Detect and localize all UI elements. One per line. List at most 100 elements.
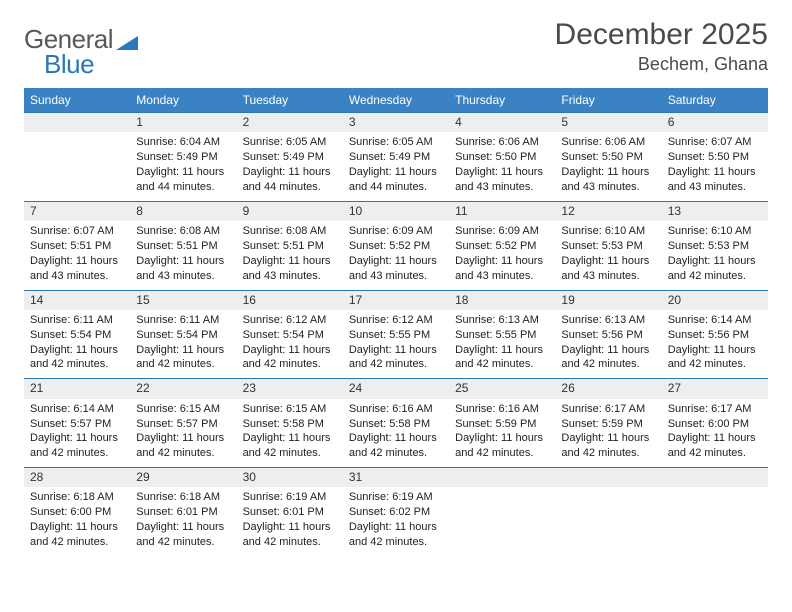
day-detail-line: Sunrise: 6:05 AM <box>243 135 337 150</box>
day-detail-line: Daylight: 11 hours and 43 minutes. <box>30 254 124 284</box>
day-detail-line: Sunrise: 6:09 AM <box>455 224 549 239</box>
day-detail-line: Sunset: 6:01 PM <box>243 505 337 520</box>
calendar-week-row: 1Sunrise: 6:04 AMSunset: 5:49 PMDaylight… <box>24 112 768 201</box>
day-body: Sunrise: 6:06 AMSunset: 5:50 PMDaylight:… <box>449 132 555 200</box>
day-detail-line: Sunrise: 6:06 AM <box>455 135 549 150</box>
day-detail-line: Sunrise: 6:19 AM <box>349 490 443 505</box>
calendar-day-cell: 2Sunrise: 6:05 AMSunset: 5:49 PMDaylight… <box>237 112 343 201</box>
day-detail-line: Sunset: 5:54 PM <box>30 328 124 343</box>
day-detail-line: Daylight: 11 hours and 44 minutes. <box>349 165 443 195</box>
calendar-day-cell: 30Sunrise: 6:19 AMSunset: 6:01 PMDayligh… <box>237 467 343 556</box>
calendar-day-cell: 29Sunrise: 6:18 AMSunset: 6:01 PMDayligh… <box>130 467 236 556</box>
calendar-day-cell <box>449 467 555 556</box>
day-detail-line: Sunrise: 6:16 AM <box>455 402 549 417</box>
day-detail-line: Sunset: 5:51 PM <box>136 239 230 254</box>
day-detail-line: Daylight: 11 hours and 42 minutes. <box>349 343 443 373</box>
day-detail-line: Daylight: 11 hours and 42 minutes. <box>561 431 655 461</box>
day-detail-line: Sunrise: 6:07 AM <box>30 224 124 239</box>
day-number: 14 <box>24 291 130 309</box>
day-detail-line: Sunrise: 6:14 AM <box>668 313 762 328</box>
day-number-bar: 14 <box>24 290 130 310</box>
day-body: Sunrise: 6:15 AMSunset: 5:57 PMDaylight:… <box>130 399 236 467</box>
brand-logo: General Blue <box>24 18 138 80</box>
day-number: 25 <box>449 379 555 397</box>
day-detail-line: Sunset: 5:55 PM <box>349 328 443 343</box>
day-body: Sunrise: 6:16 AMSunset: 5:59 PMDaylight:… <box>449 399 555 467</box>
calendar-day-cell: 11Sunrise: 6:09 AMSunset: 5:52 PMDayligh… <box>449 201 555 290</box>
day-body: Sunrise: 6:08 AMSunset: 5:51 PMDaylight:… <box>237 221 343 289</box>
day-detail-line: Sunset: 5:49 PM <box>136 150 230 165</box>
day-body: Sunrise: 6:12 AMSunset: 5:54 PMDaylight:… <box>237 310 343 378</box>
day-detail-line: Daylight: 11 hours and 43 minutes. <box>349 254 443 284</box>
day-number: 17 <box>343 291 449 309</box>
day-detail-line: Daylight: 11 hours and 43 minutes. <box>668 165 762 195</box>
day-detail-line: Daylight: 11 hours and 42 minutes. <box>455 343 549 373</box>
logo-text-blue: Blue <box>44 49 94 79</box>
calendar-week-row: 14Sunrise: 6:11 AMSunset: 5:54 PMDayligh… <box>24 290 768 379</box>
day-detail-line: Sunset: 5:49 PM <box>349 150 443 165</box>
calendar-day-cell <box>24 112 130 201</box>
day-body: Sunrise: 6:09 AMSunset: 5:52 PMDaylight:… <box>343 221 449 289</box>
day-detail-line: Daylight: 11 hours and 43 minutes. <box>455 165 549 195</box>
day-body: Sunrise: 6:16 AMSunset: 5:58 PMDaylight:… <box>343 399 449 467</box>
day-number: 15 <box>130 291 236 309</box>
day-body <box>449 487 555 511</box>
calendar-day-cell: 20Sunrise: 6:14 AMSunset: 5:56 PMDayligh… <box>662 290 768 379</box>
calendar-day-cell: 8Sunrise: 6:08 AMSunset: 5:51 PMDaylight… <box>130 201 236 290</box>
day-number-bar: 17 <box>343 290 449 310</box>
day-detail-line: Sunrise: 6:19 AM <box>243 490 337 505</box>
day-number: 31 <box>343 468 449 486</box>
day-body: Sunrise: 6:07 AMSunset: 5:51 PMDaylight:… <box>24 221 130 289</box>
day-body: Sunrise: 6:11 AMSunset: 5:54 PMDaylight:… <box>24 310 130 378</box>
day-detail-line: Sunset: 5:58 PM <box>349 417 443 432</box>
day-number-bar: 15 <box>130 290 236 310</box>
calendar-day-cell: 10Sunrise: 6:09 AMSunset: 5:52 PMDayligh… <box>343 201 449 290</box>
calendar-page: General Blue December 2025 Bechem, Ghana <box>0 0 792 612</box>
day-body: Sunrise: 6:05 AMSunset: 5:49 PMDaylight:… <box>237 132 343 200</box>
day-detail-line: Sunset: 5:59 PM <box>455 417 549 432</box>
day-number-bar: 5 <box>555 112 661 132</box>
month-title: December 2025 <box>555 18 768 52</box>
calendar-table: Sunday Monday Tuesday Wednesday Thursday… <box>24 88 768 556</box>
day-number: 28 <box>24 468 130 486</box>
day-detail-line: Daylight: 11 hours and 42 minutes. <box>136 343 230 373</box>
day-detail-line: Daylight: 11 hours and 42 minutes. <box>136 431 230 461</box>
day-detail-line: Sunrise: 6:15 AM <box>243 402 337 417</box>
calendar-day-cell: 19Sunrise: 6:13 AMSunset: 5:56 PMDayligh… <box>555 290 661 379</box>
day-detail-line: Sunset: 6:00 PM <box>30 505 124 520</box>
calendar-day-cell: 7Sunrise: 6:07 AMSunset: 5:51 PMDaylight… <box>24 201 130 290</box>
day-number-bar: 1 <box>130 112 236 132</box>
calendar-day-cell: 27Sunrise: 6:17 AMSunset: 6:00 PMDayligh… <box>662 378 768 467</box>
calendar-day-cell: 4Sunrise: 6:06 AMSunset: 5:50 PMDaylight… <box>449 112 555 201</box>
calendar-week-row: 21Sunrise: 6:14 AMSunset: 5:57 PMDayligh… <box>24 378 768 467</box>
day-detail-line: Daylight: 11 hours and 42 minutes. <box>668 431 762 461</box>
calendar-day-cell: 12Sunrise: 6:10 AMSunset: 5:53 PMDayligh… <box>555 201 661 290</box>
day-number: 21 <box>24 379 130 397</box>
day-detail-line: Daylight: 11 hours and 42 minutes. <box>668 343 762 373</box>
day-detail-line: Daylight: 11 hours and 42 minutes. <box>30 431 124 461</box>
day-body: Sunrise: 6:19 AMSunset: 6:02 PMDaylight:… <box>343 487 449 555</box>
day-number: 23 <box>237 379 343 397</box>
day-detail-line: Sunrise: 6:12 AM <box>349 313 443 328</box>
day-detail-line: Daylight: 11 hours and 43 minutes. <box>561 165 655 195</box>
day-number: 12 <box>555 202 661 220</box>
day-number: 20 <box>662 291 768 309</box>
day-number-bar <box>662 467 768 487</box>
day-header: Sunday <box>24 88 130 112</box>
day-detail-line: Sunset: 6:02 PM <box>349 505 443 520</box>
day-body: Sunrise: 6:07 AMSunset: 5:50 PMDaylight:… <box>662 132 768 200</box>
day-detail-line: Sunrise: 6:10 AM <box>668 224 762 239</box>
day-number-bar: 3 <box>343 112 449 132</box>
day-detail-line: Sunrise: 6:04 AM <box>136 135 230 150</box>
calendar-day-cell: 9Sunrise: 6:08 AMSunset: 5:51 PMDaylight… <box>237 201 343 290</box>
day-number-bar: 11 <box>449 201 555 221</box>
day-number: 11 <box>449 202 555 220</box>
day-number: 16 <box>237 291 343 309</box>
day-detail-line: Sunrise: 6:15 AM <box>136 402 230 417</box>
day-body: Sunrise: 6:17 AMSunset: 5:59 PMDaylight:… <box>555 399 661 467</box>
day-number-bar: 2 <box>237 112 343 132</box>
day-number: 10 <box>343 202 449 220</box>
day-number: 6 <box>662 113 768 131</box>
day-detail-line: Daylight: 11 hours and 44 minutes. <box>243 165 337 195</box>
calendar-day-cell: 6Sunrise: 6:07 AMSunset: 5:50 PMDaylight… <box>662 112 768 201</box>
